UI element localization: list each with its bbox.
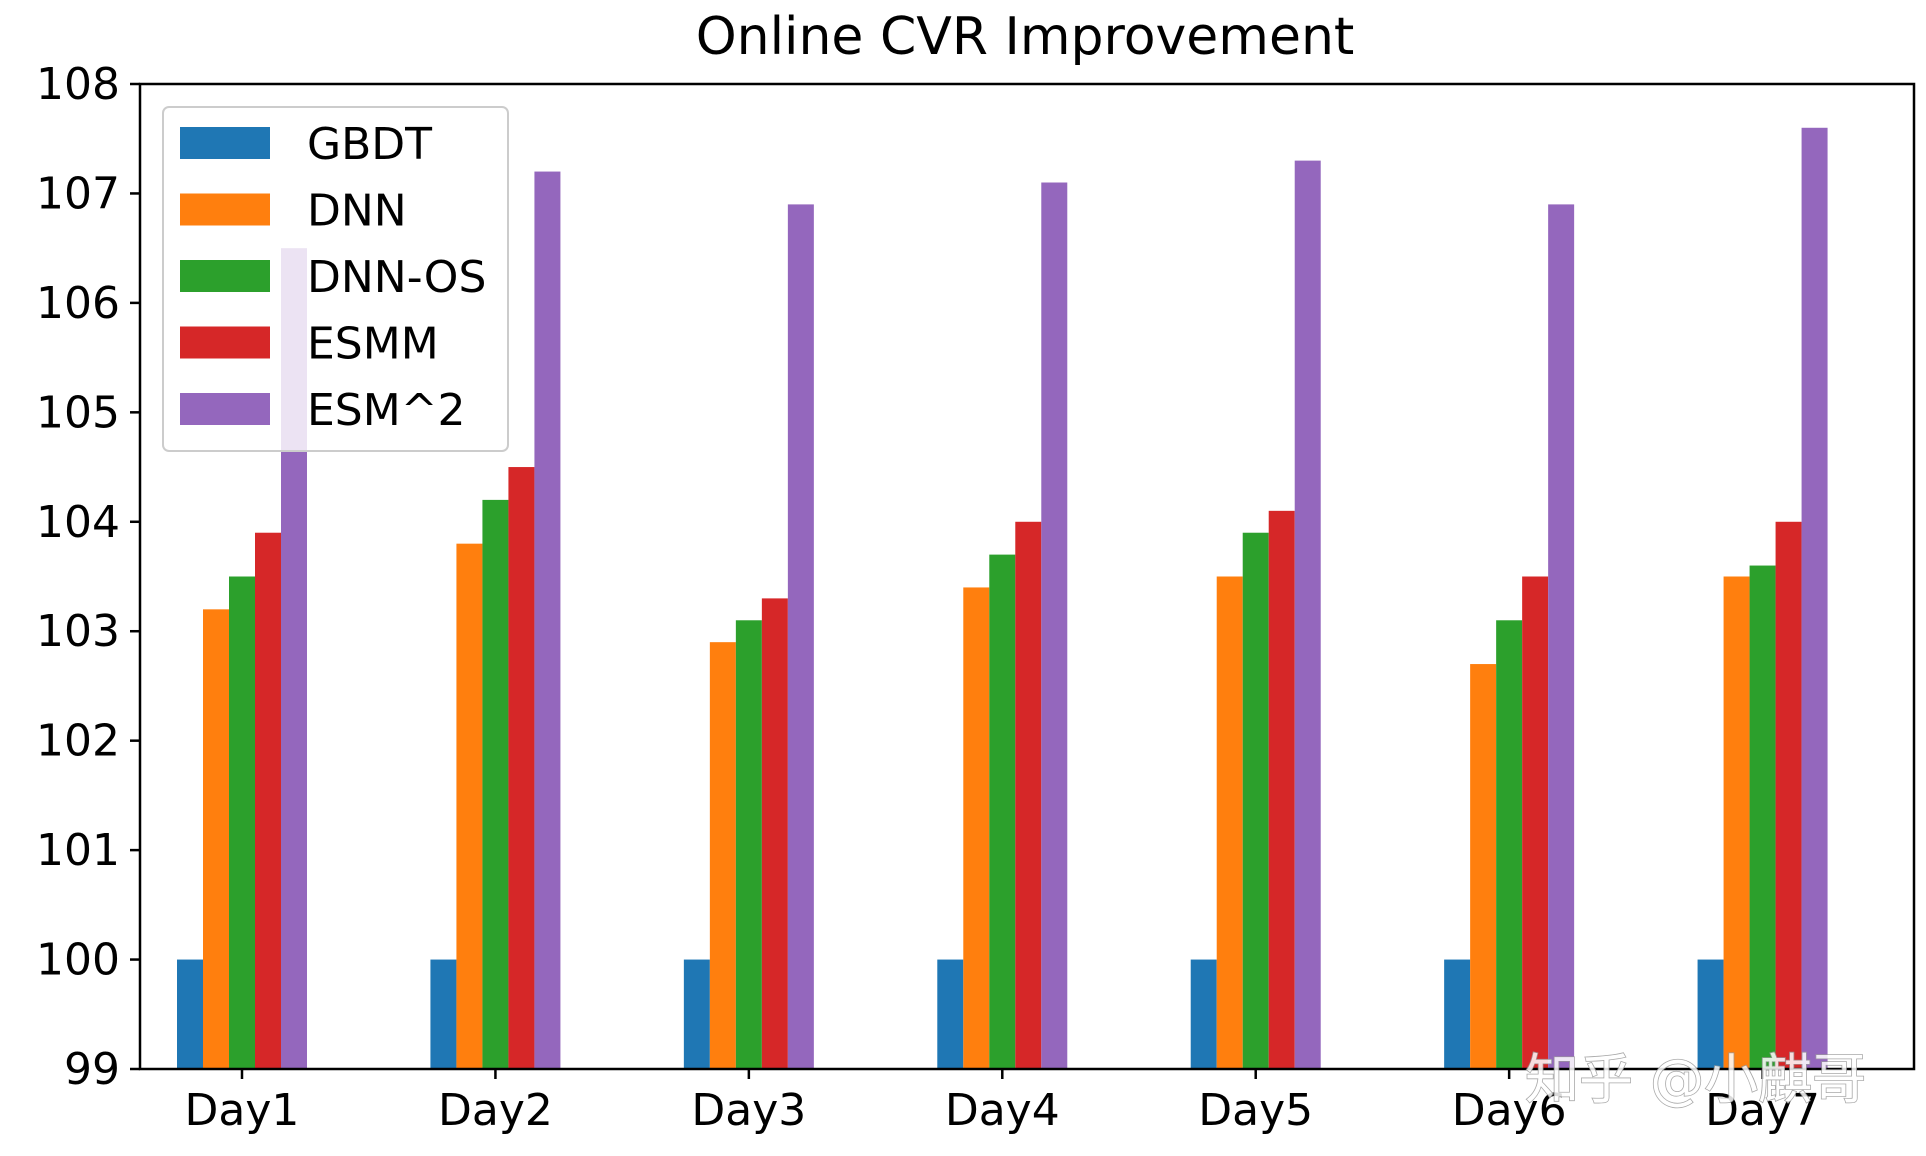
- x-tick-label: Day5: [1198, 1085, 1313, 1136]
- x-tick-label: Day3: [691, 1085, 806, 1136]
- bar-dnn-os-day4: [989, 555, 1015, 1069]
- bar-dnn-os-day5: [1243, 533, 1269, 1069]
- bar-dnn-day2: [456, 544, 482, 1069]
- legend-swatch-esm-2: [180, 393, 270, 425]
- bar-esm-2-day6: [1548, 204, 1574, 1069]
- bar-esm-2-day2: [534, 172, 560, 1069]
- bar-dnn-day4: [963, 587, 989, 1069]
- bar-esmm-day7: [1776, 522, 1802, 1069]
- bar-dnn-os-day1: [229, 577, 255, 1070]
- bar-gbdt-day2: [430, 960, 456, 1069]
- bar-dnn-day3: [710, 642, 736, 1069]
- y-tick-label: 102: [36, 716, 120, 767]
- bar-dnn-os-day7: [1750, 566, 1776, 1069]
- bar-esmm-day3: [762, 598, 788, 1069]
- legend-label-esm-2: ESM^2: [307, 385, 466, 436]
- legend-swatch-esmm: [180, 327, 270, 359]
- bar-gbdt-day6: [1444, 960, 1470, 1069]
- chart: Online CVR Improvement Day1 Day2 Day3 Day4 D…: [0, 0, 1926, 1156]
- bar-dnn-day6: [1470, 664, 1496, 1069]
- bar-dnn-os-day3: [736, 620, 762, 1069]
- y-tick-label: 106: [36, 278, 120, 329]
- y-tick-label: 108: [36, 59, 120, 110]
- bar-dnn-os-day2: [482, 500, 508, 1069]
- bar-esmm-day1: [255, 533, 281, 1069]
- x-tick-label: Day1: [185, 1085, 300, 1136]
- bar-esmm-day2: [508, 467, 534, 1069]
- legend-label-gbdt: GBDT: [307, 119, 432, 170]
- bar-dnn-day1: [203, 609, 229, 1069]
- bar-esmm-day6: [1522, 577, 1548, 1070]
- y-tick-label: 103: [36, 606, 120, 657]
- bar-gbdt-day1: [177, 960, 203, 1069]
- y-tick-label: 104: [36, 497, 120, 548]
- legend-swatch-dnn-os: [180, 260, 270, 292]
- chart-title: Online CVR Improvement: [696, 7, 1355, 67]
- bar-esmm-day4: [1015, 522, 1041, 1069]
- x-tick-label: Day2: [438, 1085, 553, 1136]
- legend-label-dnn-os: DNN-OS: [307, 252, 486, 303]
- y-tick-label: 105: [36, 387, 120, 438]
- bar-gbdt-day4: [937, 960, 963, 1069]
- y-tick-label: 100: [36, 935, 120, 986]
- legend-swatch-dnn: [180, 194, 270, 226]
- legend-label-esmm: ESMM: [307, 319, 439, 370]
- bar-esm-2-day5: [1295, 161, 1321, 1069]
- legend-label-dnn: DNN: [307, 186, 407, 237]
- y-tick-label: 99: [64, 1044, 120, 1095]
- bar-dnn-os-day6: [1496, 620, 1522, 1069]
- bar-dnn-day5: [1217, 577, 1243, 1070]
- y-tick-label: 107: [36, 168, 120, 219]
- bar-esm-2-day3: [788, 204, 814, 1069]
- x-tick-label: Day4: [945, 1085, 1060, 1136]
- legend-swatch-gbdt: [180, 127, 270, 159]
- bar-gbdt-day3: [684, 960, 710, 1069]
- bar-gbdt-day5: [1191, 960, 1217, 1069]
- y-tick-label: 101: [36, 825, 120, 876]
- watermark: 知乎 @小麒哥: [1525, 1048, 1866, 1111]
- bar-esm-2-day7: [1802, 128, 1828, 1069]
- legend: GBDT DNN DNN-OS ESMM ESM^2: [163, 107, 508, 451]
- bar-dnn-day7: [1724, 577, 1750, 1070]
- bar-esmm-day5: [1269, 511, 1295, 1069]
- bar-esm-2-day4: [1041, 183, 1067, 1070]
